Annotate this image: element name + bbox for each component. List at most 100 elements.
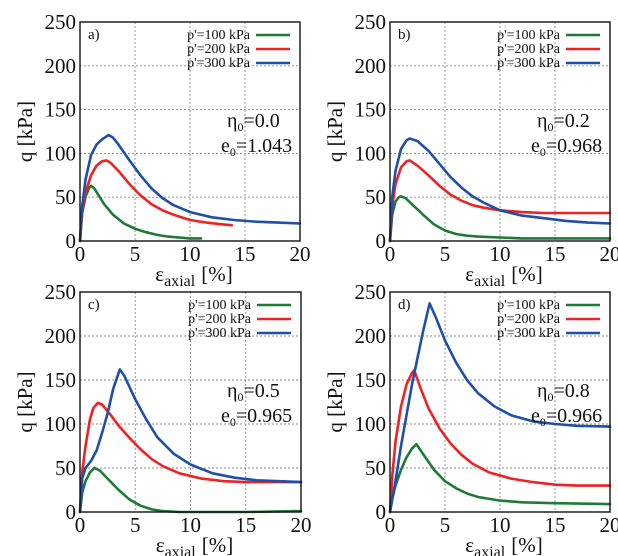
x-tick-label: 10 (490, 242, 511, 266)
x-tick-label: 15 (545, 513, 566, 537)
legend-label: p'=200 kPa (497, 312, 561, 327)
legend-label: p'=100 kPa (188, 298, 252, 313)
x-tick-label: 0 (385, 242, 396, 266)
x-tick-label: 20 (600, 242, 618, 266)
eta-symbol: η (227, 380, 237, 402)
panel-label: b) (398, 27, 411, 43)
eta-value: =0.5 (243, 380, 279, 402)
y-tick-label: 150 (355, 368, 387, 392)
legend-label: p'=100 kPa (497, 28, 561, 43)
x-axis-symbol: ε (155, 262, 164, 286)
x-axis-label: εaxial [%] (156, 533, 233, 556)
eta-subscript: 0 (237, 390, 243, 404)
x-axis-label: εaxial [%] (465, 533, 542, 556)
legend-label: p'=300 kPa (497, 326, 561, 341)
x-tick-label: 20 (600, 513, 618, 537)
x-tick-label: 5 (130, 513, 141, 537)
e-value: =0.965 (236, 405, 292, 427)
series-line-2 (78, 401, 303, 514)
series-line-2 (78, 159, 234, 243)
x-tick-label: 10 (490, 513, 511, 537)
legend-label: p'=300 kPa (187, 56, 251, 71)
annotation-eta: η0=0.2 (537, 110, 590, 134)
panel-label: a) (88, 27, 100, 43)
annotation-eta: η0=0.5 (227, 380, 280, 404)
legend-label: p'=200 kPa (187, 42, 251, 57)
y-tick-label: 150 (45, 368, 77, 392)
y-tick-label: 50 (365, 456, 386, 480)
eta-subscript: 0 (547, 120, 553, 134)
annotation-e0: e0=1.043 (221, 135, 292, 159)
x-tick-label: 0 (75, 513, 86, 537)
y-axis-label: q [kPa] (323, 101, 347, 162)
y-tick-label: 250 (45, 280, 77, 304)
x-tick-label: 5 (440, 242, 451, 266)
eta-value: =0.0 (243, 110, 279, 132)
y-tick-label: 100 (355, 141, 387, 165)
y-tick-label: 200 (355, 324, 387, 348)
series-line-3 (388, 302, 612, 514)
y-tick-label: 100 (45, 412, 77, 436)
x-axis-label: εaxial [%] (465, 262, 542, 290)
x-axis-unit: [%] (202, 533, 233, 556)
x-axis-symbol: ε (465, 533, 474, 556)
series-line-3 (78, 368, 303, 514)
eta-subscript: 0 (237, 120, 243, 134)
y-tick-label: 150 (355, 98, 387, 122)
annotation-e0: e0=0.965 (221, 405, 292, 429)
legend-label: p'=100 kPa (187, 28, 251, 43)
x-tick-label: 5 (440, 513, 451, 537)
e-value: =0.968 (546, 135, 602, 157)
x-axis-subscript: axial (474, 273, 506, 290)
series-line-2 (388, 368, 612, 514)
e-value: =0.966 (546, 405, 602, 427)
y-tick-label: 250 (355, 10, 387, 34)
plot-frame (79, 291, 302, 513)
y-tick-label: 100 (45, 141, 77, 165)
x-axis-symbol: ε (156, 533, 165, 556)
e-subscript: 0 (230, 415, 236, 429)
x-tick-label: 15 (235, 513, 256, 537)
eta-value: =0.8 (553, 380, 589, 402)
y-tick-label: 50 (55, 185, 76, 209)
x-tick-label: 0 (385, 513, 396, 537)
y-tick-label: 0 (66, 229, 77, 253)
series-line-1 (78, 184, 203, 243)
e-symbol: e (531, 135, 540, 157)
x-tick-label: 10 (180, 242, 201, 266)
x-axis-unit: [%] (201, 262, 232, 286)
y-tick-label: 250 (355, 280, 387, 304)
eta-symbol: η (227, 110, 237, 132)
legend-label: p'=100 kPa (497, 298, 561, 313)
x-tick-label: 10 (180, 513, 201, 537)
y-tick-label: 0 (376, 229, 387, 253)
x-axis-unit: [%] (511, 533, 542, 556)
e-subscript: 0 (540, 415, 546, 429)
e-subscript: 0 (540, 145, 546, 159)
x-tick-label: 0 (75, 242, 86, 266)
y-axis-label: q [kPa] (323, 371, 347, 432)
panel-label: d) (398, 297, 411, 313)
annotation-e0: e0=0.968 (531, 135, 602, 159)
e-symbol: e (221, 405, 230, 427)
x-axis-symbol: ε (465, 262, 474, 286)
eta-subscript: 0 (547, 390, 553, 404)
e-subscript: 0 (230, 145, 236, 159)
legend-label: p'=300 kPa (188, 326, 252, 341)
legend-label: p'=300 kPa (497, 56, 561, 71)
x-axis-subscript: axial (164, 273, 196, 290)
y-tick-label: 150 (45, 98, 77, 122)
annotation-e0: e0=0.966 (531, 405, 602, 429)
series-line-3 (388, 137, 612, 243)
eta-symbol: η (537, 110, 547, 132)
x-tick-label: 15 (235, 242, 256, 266)
legend-label: p'=200 kPa (497, 42, 561, 57)
series-line-3 (78, 133, 302, 243)
y-tick-label: 200 (45, 54, 77, 78)
e-symbol: e (221, 135, 230, 157)
y-axis-label: q [kPa] (13, 371, 37, 432)
x-axis-label: εaxial [%] (155, 262, 232, 290)
